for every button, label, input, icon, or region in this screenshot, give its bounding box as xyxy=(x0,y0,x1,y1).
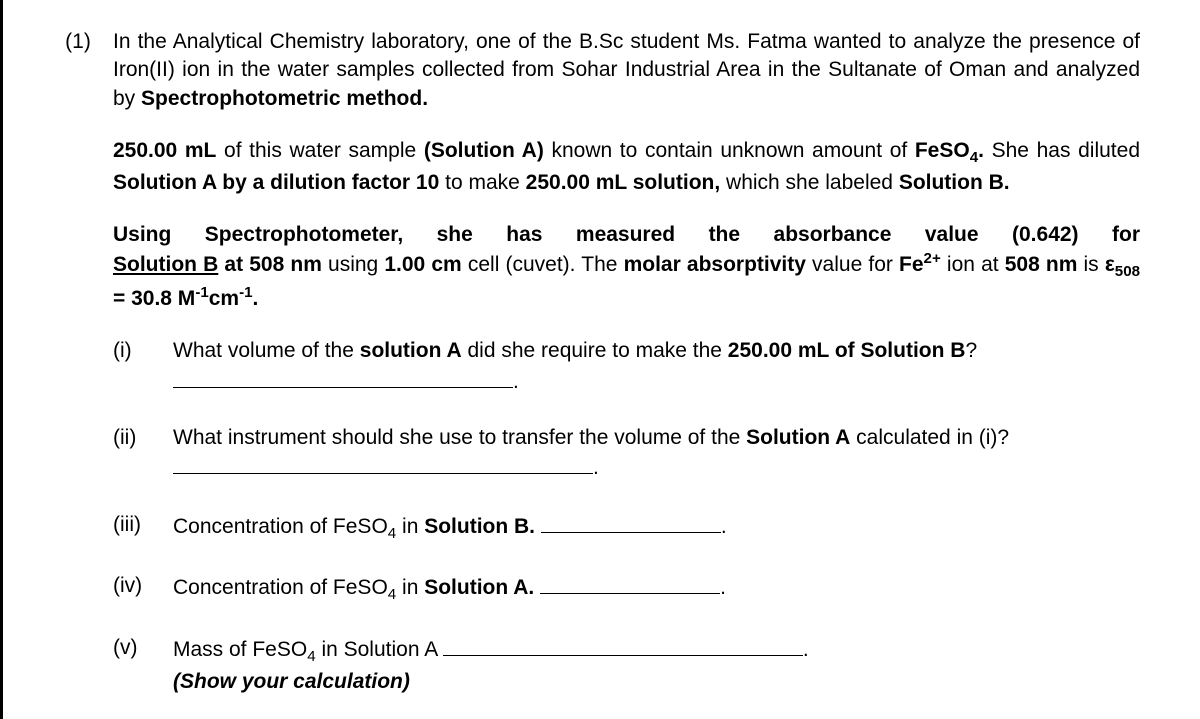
p2-dilution: Solution A by a dilution factor 10 xyxy=(113,171,439,194)
p2-t5: which she labeled xyxy=(720,171,899,194)
subpart-i-num: (i) xyxy=(113,337,173,396)
paragraph-3: Using Spectrophotometer, she has measure… xyxy=(113,221,1140,313)
blank-v xyxy=(443,634,803,656)
p2-feso4: FeSO4. xyxy=(915,139,984,162)
subpart-iii-num: (iii) xyxy=(113,511,173,545)
p2-vol2: 250.00 mL solution, xyxy=(526,171,721,194)
p3-cell: 1.00 cm xyxy=(384,253,461,276)
subpart-iii: (iii) Concentration of FeSO4 in Solution… xyxy=(113,511,1140,545)
p2-t2: known to contain unknown amount of xyxy=(544,139,915,162)
p3-line1: Using Spectrophotometer, she has measure… xyxy=(113,223,1140,246)
subpart-ii-num: (ii) xyxy=(113,424,173,483)
p3-nm2: 508 nm xyxy=(1005,253,1078,276)
p2-t1: of this water sample xyxy=(216,139,423,162)
p3-t1: using xyxy=(322,253,384,276)
blank-iii xyxy=(541,511,721,533)
p3-t5: is xyxy=(1077,253,1104,276)
question-number: (1) xyxy=(43,28,113,696)
p3-t2: cell (cuvet). The xyxy=(462,253,624,276)
p3-molar: molar absorptivity xyxy=(624,253,806,276)
paragraph-1: In the Analytical Chemistry laboratory, … xyxy=(113,28,1140,113)
p2-solA: (Solution A) xyxy=(424,139,544,162)
p3-t3: value for xyxy=(806,253,899,276)
p2-t3: She has diluted xyxy=(984,139,1140,162)
subpart-iv-num: (iv) xyxy=(113,572,173,606)
subpart-iv-body: Concentration of FeSO4 in Solution A. . xyxy=(173,572,1140,606)
blank-ii xyxy=(173,452,593,474)
subpart-i-body: What volume of the solution A did she re… xyxy=(173,337,1140,396)
p2-t4: to make xyxy=(439,171,525,194)
p2-solB: Solution B. xyxy=(899,171,1010,194)
p1-method: Spectrophotometric method. xyxy=(141,87,428,110)
blank-i xyxy=(173,366,513,388)
subpart-v: (v) Mass of FeSO4 in Solution A . (Show … xyxy=(113,634,1140,696)
p3-fe: Fe2+ xyxy=(899,253,941,276)
subpart-iv: (iv) Concentration of FeSO4 in Solution … xyxy=(113,572,1140,606)
paragraph-2: 250.00 mL of this water sample (Solution… xyxy=(113,137,1140,197)
subpart-iii-body: Concentration of FeSO4 in Solution B. . xyxy=(173,511,1140,545)
p3-solB: Solution B xyxy=(113,253,218,276)
subpart-v-body: Mass of FeSO4 in Solution A . (Show your… xyxy=(173,634,1140,696)
subpart-v-num: (v) xyxy=(113,634,173,696)
show-calc: (Show your calculation) xyxy=(173,670,410,693)
subpart-ii-body: What instrument should she use to transf… xyxy=(173,424,1140,483)
p3-nm1: 508 nm xyxy=(249,253,322,276)
question-body: In the Analytical Chemistry laboratory, … xyxy=(113,28,1160,696)
question-block: (1) In the Analytical Chemistry laborato… xyxy=(43,28,1160,696)
blank-iv xyxy=(540,572,720,594)
p3-t4: ion at xyxy=(941,253,1005,276)
p2-vol: 250.00 mL xyxy=(113,139,216,162)
subpart-ii: (ii) What instrument should she use to t… xyxy=(113,424,1140,483)
subpart-i: (i) What volume of the solution A did sh… xyxy=(113,337,1140,396)
